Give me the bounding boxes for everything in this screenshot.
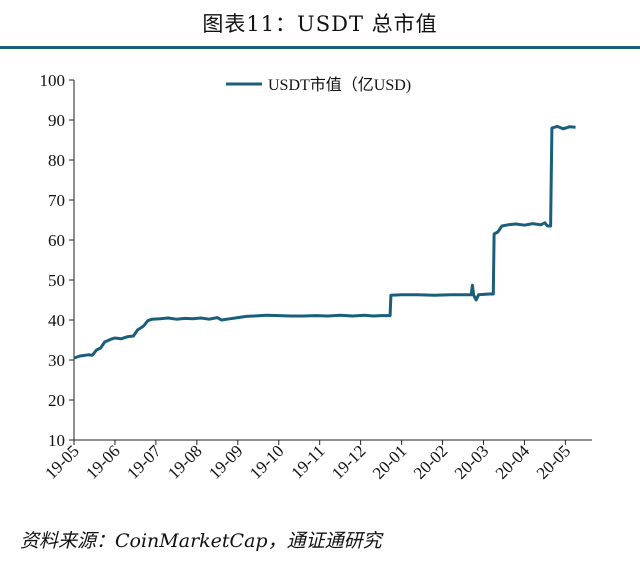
series-group	[73, 124, 576, 360]
series-line-usdt-market-cap	[73, 124, 576, 360]
chart-title: 图表11：USDT 总市值	[202, 12, 438, 36]
x-tick-label: 19-09	[205, 441, 246, 482]
y-tick-label: 10	[48, 431, 65, 450]
x-tick-label: 19-10	[246, 441, 287, 482]
x-tick-label: 20-01	[369, 441, 410, 482]
usdt-market-cap-chart: 10 20 30 40 50 60 70 80 90 100 19-05 19-06 19-07 19-…	[40, 71, 592, 483]
x-axis-ticks: 19-05 19-06 19-07 19-08 19-09 19-10 19-11 19-12…	[41, 440, 574, 483]
y-tick-label: 50	[48, 271, 65, 290]
y-tick-label: 100	[40, 71, 66, 90]
x-tick-label: 19-12	[328, 441, 369, 482]
legend: USDT市值（亿USD)	[226, 76, 411, 94]
y-tick-label: 90	[48, 111, 65, 130]
y-tick-label: 70	[48, 191, 65, 210]
axes	[73, 80, 592, 441]
x-tick-label: 20-02	[410, 441, 451, 482]
x-tick-label: 20-04	[492, 441, 534, 483]
x-tick-label: 20-03	[451, 441, 492, 482]
x-tick-label: 19-06	[82, 441, 123, 482]
y-axis-ticks: 10 20 30 40 50 60 70 80 90 100	[40, 71, 74, 450]
x-tick-label: 20-05	[533, 441, 574, 482]
x-tick-label: 19-08	[164, 441, 205, 482]
x-tick-label: 19-11	[287, 441, 328, 482]
y-tick-label: 80	[48, 151, 65, 170]
title-rule	[0, 46, 640, 49]
y-tick-label: 30	[48, 351, 65, 370]
source-note: 资料来源：CoinMarketCap，通证通研究	[20, 530, 382, 552]
y-tick-label: 60	[48, 231, 65, 250]
y-tick-label: 40	[48, 311, 65, 330]
x-tick-label: 19-07	[123, 441, 165, 483]
y-tick-label: 20	[48, 391, 65, 410]
legend-label: USDT市值（亿USD)	[268, 76, 411, 94]
chart-area: 10 20 30 40 50 60 70 80 90 100 19-05 19-06 19-07 19-…	[0, 50, 640, 522]
